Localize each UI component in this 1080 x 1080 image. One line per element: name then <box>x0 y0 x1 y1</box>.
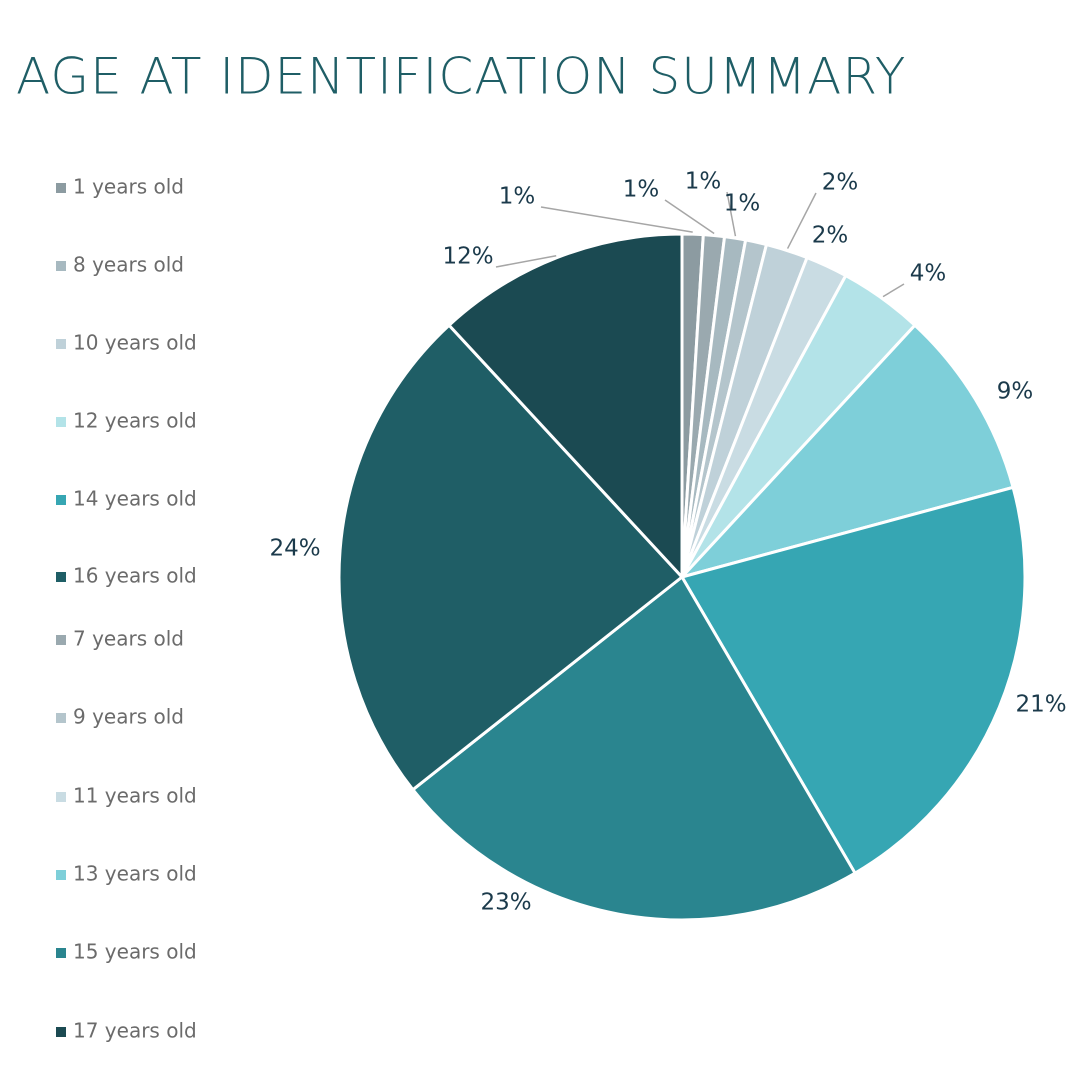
pie-slice <box>337 323 685 792</box>
data-label: 4% <box>910 261 947 287</box>
legend-label: 9 years old <box>73 705 184 729</box>
legend-label: 14 years old <box>73 487 197 511</box>
legend-label: 1 years old <box>73 175 184 199</box>
legend-swatch <box>56 572 66 582</box>
legend-label: 8 years old <box>73 253 184 277</box>
legend-swatch <box>56 948 66 958</box>
legend-swatch <box>56 183 66 193</box>
data-label: 2% <box>812 223 849 249</box>
data-label: 23% <box>480 890 531 916</box>
data-label: 1% <box>724 191 761 217</box>
data-label: 1% <box>685 169 722 195</box>
leader-line <box>540 206 693 233</box>
legend-label: 11 years old <box>73 784 197 808</box>
pie-slice <box>679 485 1027 876</box>
data-label: 21% <box>1015 692 1066 718</box>
data-label: 12% <box>442 244 493 270</box>
data-label: 2% <box>822 170 859 196</box>
legend-swatch <box>56 635 66 645</box>
legend-label: 16 years old <box>73 564 197 588</box>
leader-line <box>882 283 905 298</box>
pie-slice <box>410 574 858 922</box>
legend-swatch <box>56 339 66 349</box>
pie-slice <box>446 232 684 581</box>
legend-swatch <box>56 792 66 802</box>
legend-swatch <box>56 1027 66 1037</box>
pie-slice <box>677 323 1015 580</box>
data-label: 1% <box>499 184 536 210</box>
legend-label: 17 years old <box>73 1019 197 1043</box>
legend-swatch <box>56 417 66 427</box>
data-label: 1% <box>623 177 660 203</box>
legend-label: 12 years old <box>73 409 197 433</box>
legend-label: 13 years old <box>73 862 197 886</box>
legend-label: 10 years old <box>73 331 197 355</box>
legend-label: 15 years old <box>73 940 197 964</box>
leader-line <box>664 199 715 235</box>
chart-title: AGE AT IDENTIFICATION SUMMARY <box>16 48 906 106</box>
leader-line <box>726 191 737 237</box>
leader-line <box>495 255 557 268</box>
legend-swatch <box>56 261 66 271</box>
legend-swatch <box>56 870 66 880</box>
data-label: 24% <box>269 536 320 562</box>
data-label: 9% <box>997 379 1034 405</box>
legend-swatch <box>56 495 66 505</box>
legend-label: 7 years old <box>73 627 184 651</box>
legend-swatch <box>56 713 66 723</box>
leader-line <box>786 192 817 249</box>
